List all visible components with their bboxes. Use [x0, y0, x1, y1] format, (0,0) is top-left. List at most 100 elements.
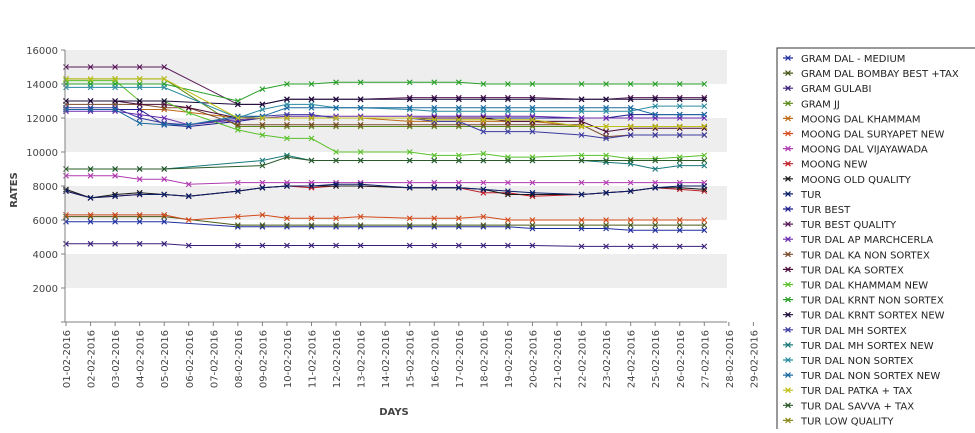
legend-box — [776, 47, 975, 431]
data-point-marker — [357, 222, 364, 228]
x-tick-label: 13-02-2016 — [357, 330, 368, 388]
data-point-marker — [480, 121, 487, 128]
data-point-marker — [676, 243, 683, 250]
data-point-marker — [431, 79, 438, 86]
data-point-marker — [701, 96, 708, 103]
data-point-marker — [652, 227, 659, 234]
legend-swatch — [783, 266, 793, 273]
series-tur-dal-krnt-sortex-new — [63, 96, 708, 108]
data-point-marker — [234, 101, 241, 108]
legend-label: GRAM JJ — [801, 99, 840, 110]
data-point-marker — [627, 222, 634, 228]
x-tick-label: 06-02-2016 — [185, 330, 196, 388]
legend-item: TUR DAL MH SORTEX — [783, 326, 907, 337]
legend-swatch — [783, 236, 793, 243]
data-point-marker — [308, 135, 315, 142]
y-tick-label: 14000 — [26, 80, 58, 91]
data-point-marker — [701, 183, 708, 189]
data-point-marker — [259, 106, 266, 113]
data-point-marker — [652, 123, 659, 130]
data-point-marker — [87, 218, 94, 225]
data-point-marker — [259, 242, 266, 249]
data-point-marker — [529, 157, 536, 164]
data-point-marker — [284, 81, 290, 87]
data-point-marker — [676, 111, 683, 118]
data-point-marker — [652, 179, 659, 186]
legend-label: TUR DAL KA NON SORTEX — [800, 250, 930, 261]
x-tick-label: 03-02-2016 — [111, 330, 122, 388]
series-moong-dal-vijayawada — [63, 172, 708, 188]
data-point-marker — [603, 179, 609, 186]
data-point-marker — [63, 240, 69, 247]
data-point-marker — [112, 166, 118, 172]
x-tick-label: 11-02-2016 — [308, 330, 319, 388]
data-point-marker — [259, 121, 266, 128]
data-point-marker — [701, 217, 708, 223]
data-point-marker — [284, 104, 290, 111]
data-point-marker — [603, 128, 609, 135]
legend-item: GRAM DAL BOMBAY BEST +TAX — [783, 69, 959, 80]
data-point-marker — [603, 189, 609, 196]
legend-label: GRAM GULABI — [801, 84, 871, 95]
data-point-marker — [333, 222, 339, 228]
data-point-marker — [529, 116, 536, 123]
data-point-marker — [480, 128, 487, 135]
legend-label: TUR DAL MH SORTEX NEW — [800, 341, 934, 352]
legend-label: TUR LOW QUALITY — [800, 416, 894, 427]
data-point-marker — [627, 217, 634, 223]
data-point-marker — [505, 116, 511, 123]
legend-label: MOONG DAL VIJAYAWADA — [801, 145, 928, 156]
legend-label: TUR DAL NON SORTEX — [800, 356, 914, 367]
x-tick-label: 02-02-2016 — [87, 330, 98, 388]
data-point-marker — [652, 111, 659, 118]
legend-swatch — [783, 402, 793, 409]
data-point-marker — [455, 79, 462, 86]
data-point-marker — [112, 106, 118, 113]
data-point-marker — [455, 179, 462, 186]
data-point-marker — [136, 166, 143, 172]
series-tur-dal-patka-tax — [63, 76, 708, 130]
y-tick-label: 16000 — [26, 46, 58, 57]
x-tick-label: 20-02-2016 — [528, 330, 539, 388]
legend-item: MOONG OLD QUALITY — [783, 175, 912, 186]
legend-swatch — [783, 206, 793, 212]
data-point-marker — [529, 96, 536, 103]
data-point-marker — [136, 240, 143, 247]
data-point-marker — [112, 240, 118, 247]
data-point-marker — [505, 222, 511, 228]
data-point-marker — [529, 189, 536, 196]
data-point-marker — [431, 116, 438, 123]
data-point-marker — [603, 135, 609, 142]
data-point-marker — [308, 81, 315, 87]
legend-swatch — [783, 372, 793, 379]
y-tick-label: 6000 — [33, 216, 58, 227]
data-point-marker — [578, 191, 585, 198]
data-point-marker — [505, 96, 511, 103]
x-tick-label: 05-02-2016 — [160, 330, 171, 388]
data-point-marker — [578, 152, 585, 159]
legend-item: MOONG NEW — [783, 160, 868, 171]
data-point-marker — [406, 157, 413, 164]
data-point-marker — [627, 157, 634, 164]
data-point-marker — [63, 64, 69, 70]
data-point-marker — [112, 172, 118, 179]
x-tick-label: 18-02-2016 — [479, 330, 490, 388]
legend-label: MOONG DAL SURYAPET NEW — [801, 130, 944, 141]
legend-label: MOONG DAL KHAMMAM — [801, 114, 921, 125]
legend-label: TUR DAL NON SORTEX NEW — [800, 371, 940, 382]
data-point-marker — [185, 104, 192, 111]
data-point-marker — [406, 222, 413, 228]
data-point-marker — [87, 212, 94, 218]
grid-band — [65, 288, 727, 322]
data-point-marker — [627, 115, 634, 121]
data-point-marker — [652, 81, 659, 87]
data-point-marker — [603, 157, 609, 164]
legend-item: TUR DAL PATKA + TAX — [783, 386, 912, 397]
data-point-marker — [161, 218, 168, 225]
data-point-marker — [357, 79, 364, 86]
data-point-marker — [136, 115, 143, 121]
legend-item: TUR BEST QUALITY — [783, 220, 897, 231]
data-point-marker — [455, 184, 462, 191]
legend-swatch — [783, 85, 793, 92]
legend-label: TUR DAL AP MARCHCERLA — [800, 235, 933, 246]
